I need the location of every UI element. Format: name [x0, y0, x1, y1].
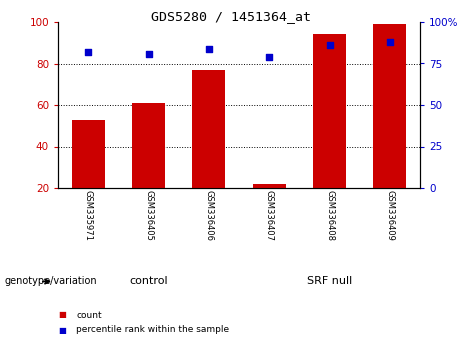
Bar [71, 120, 105, 188]
Bar [132, 103, 165, 188]
Point [386, 39, 394, 45]
Point [266, 54, 273, 60]
Text: control: control [129, 276, 168, 286]
Point [326, 42, 333, 48]
Text: ■: ■ [58, 310, 66, 320]
Text: ■: ■ [58, 325, 66, 335]
Text: GSM336406: GSM336406 [204, 190, 213, 241]
Bar [373, 24, 407, 188]
Text: GSM336405: GSM336405 [144, 190, 153, 241]
Bar [192, 70, 225, 188]
Bar [253, 184, 286, 188]
Text: GDS5280 / 1451364_at: GDS5280 / 1451364_at [150, 10, 311, 23]
Point [205, 46, 213, 51]
Point [84, 49, 92, 55]
Text: GSM336408: GSM336408 [325, 190, 334, 241]
Text: SRF null: SRF null [307, 276, 352, 286]
Text: GSM335971: GSM335971 [83, 190, 93, 241]
Point [145, 51, 152, 56]
Text: percentile rank within the sample: percentile rank within the sample [77, 325, 230, 335]
Text: GSM336407: GSM336407 [265, 190, 274, 241]
Text: count: count [77, 310, 102, 320]
Text: genotype/variation: genotype/variation [5, 276, 97, 286]
Text: GSM336409: GSM336409 [385, 190, 394, 241]
Bar [313, 34, 346, 188]
